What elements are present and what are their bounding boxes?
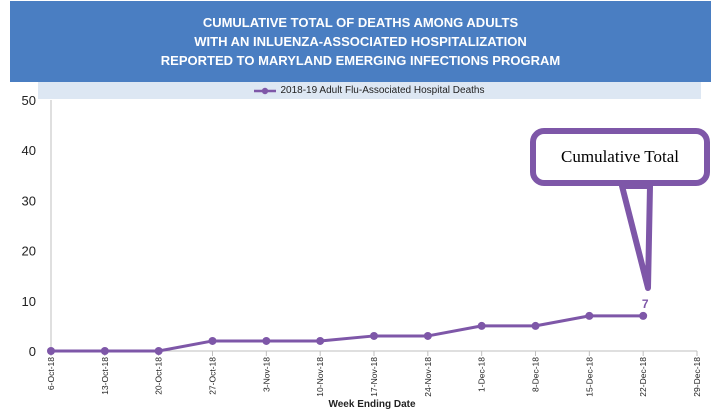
x-tick-label: 17-Nov-18 (369, 357, 379, 397)
x-tick-label: 24-Nov-18 (423, 357, 433, 397)
data-point (423, 331, 432, 340)
y-tick-label: 10 (22, 294, 36, 309)
data-label: 7 (642, 297, 649, 311)
callout-pointer (619, 183, 653, 291)
data-point (262, 336, 271, 345)
x-axis: 6-Oct-18 13-Oct-18 20-Oct-18 27-Oct-18 3-Nov… (46, 350, 702, 397)
cumulative-total-callout: Cumulative Total (530, 128, 710, 186)
x-tick-label: 8-Dec-18 (531, 357, 541, 392)
chart-title-line-2: WITH AN INLUENZA-ASSOCIATED HOSPITALIZAT… (194, 34, 527, 49)
x-tick-label: 6-Oct-18 (46, 357, 56, 390)
data-point (639, 311, 648, 320)
chart-title-line-1: CUMULATIVE TOTAL OF DEATHS AMONG ADULTS (202, 15, 519, 30)
data-point (154, 347, 163, 355)
y-tick-label: 30 (22, 193, 36, 208)
legend-series-name: 2018-19 Adult Flu-Associated Hospital De… (280, 85, 485, 96)
callout-label: Cumulative Total (561, 147, 679, 166)
y-axis: 0 10 20 30 40 50 (22, 93, 52, 359)
y-tick-label: 50 (22, 93, 36, 108)
data-point (477, 321, 486, 330)
data-point (316, 336, 325, 345)
x-axis-title: Week Ending Date (328, 399, 415, 410)
x-tick-label: 22-Dec-18 (638, 357, 648, 397)
x-tick-label: 20-Oct-18 (154, 357, 164, 395)
series-line (51, 314, 644, 353)
chart-title-banner: CUMULATIVE TOTAL OF DEATHS AMONG ADULTS … (10, 1, 711, 82)
chart-title-line-3: REPORTED TO MARYLAND EMERGING INFECTIONS… (160, 53, 561, 68)
x-tick-label: 10-Nov-18 (315, 357, 325, 397)
data-point (47, 347, 55, 355)
x-tick-label: 29-Dec-18 (692, 357, 702, 397)
y-tick-label: 0 (29, 344, 36, 359)
legend-line-marker-icon (254, 87, 277, 95)
y-tick-label: 20 (22, 244, 36, 259)
x-tick-label: 13-Oct-18 (100, 357, 110, 395)
data-point (585, 311, 594, 320)
x-tick-label: 15-Dec-18 (584, 357, 594, 397)
data-point (370, 331, 378, 340)
chart-legend: 2018-19 Adult Flu-Associated Hospital De… (38, 82, 701, 99)
x-tick-label: 3-Nov-18 (261, 357, 271, 392)
y-tick-label: 40 (22, 143, 36, 158)
data-point (100, 347, 109, 355)
data-point (531, 321, 540, 330)
x-tick-label: 27-Oct-18 (208, 357, 218, 395)
series-points: 7 (47, 297, 649, 355)
x-tick-label: 1-Dec-18 (477, 357, 487, 392)
data-point (208, 336, 217, 345)
